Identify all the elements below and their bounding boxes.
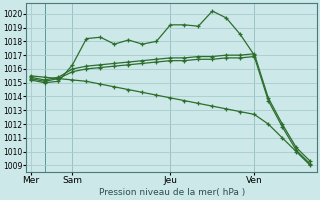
X-axis label: Pression niveau de la mer( hPa ): Pression niveau de la mer( hPa ) bbox=[99, 188, 245, 197]
